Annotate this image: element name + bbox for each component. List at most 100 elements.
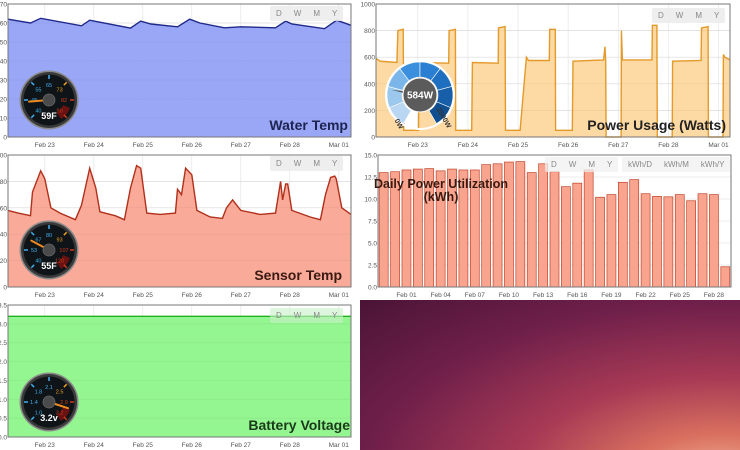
bar [663, 196, 674, 288]
y-tick-label: 60 [0, 205, 7, 212]
x-tick-label: Feb 26 [182, 142, 203, 149]
y-tick-label: 12.5 [364, 175, 377, 182]
gauge-value: 584W [407, 91, 434, 102]
gauge-tick [30, 264, 35, 269]
y-tick-label: 1000 [361, 2, 376, 9]
range-m-button[interactable]: M [313, 311, 321, 320]
range-m-button[interactable]: M [588, 160, 596, 169]
gauge-tick-label: 53 [31, 248, 37, 254]
y-tick-label: 30 [0, 78, 7, 85]
gauge-tick-label: 40 [35, 259, 41, 265]
x-tick-label: Feb 27 [231, 142, 252, 149]
bar [595, 196, 605, 288]
daily-power-title-text: Daily Power Utilization [373, 177, 509, 191]
power-usage-chart: 0 200 400 600 800 1000 Feb 23 Feb 24 Feb 25 Feb 2… [361, 2, 731, 149]
bar [515, 161, 526, 288]
y-tick-label: 3.0 [0, 321, 7, 328]
battery-voltage-title: Battery Voltage [248, 417, 350, 433]
sensor-range-buttons: D W M Y [270, 156, 344, 171]
range-d-button[interactable]: D [276, 159, 282, 168]
range-d-button[interactable]: D [658, 11, 664, 20]
gauge-tick [63, 383, 68, 388]
bar [538, 163, 548, 288]
plot-border [7, 304, 352, 438]
kwh-day-button[interactable]: kWh/D [628, 160, 652, 169]
range-y-button[interactable]: Y [714, 11, 720, 20]
power-usage-panel: 0 200 400 600 800 1000 Feb 23 Feb 24 Feb 25 Feb 2… [360, 0, 740, 150]
bar [629, 179, 640, 288]
y-tick-label: 100 [0, 153, 7, 160]
gauge-tick [30, 81, 35, 86]
gauge-redzone [57, 105, 70, 119]
gauge-tick-label: 67 [35, 237, 41, 243]
range-d-button[interactable]: D [276, 311, 282, 320]
range-w-button[interactable]: W [675, 11, 684, 20]
battery-voltage-chart: 0.0 0.5 1.0 1.5 2.0 2.5 3.0 3.5 Feb 23 Feb 24 Feb … [0, 303, 352, 449]
x-tick-label: Feb 26 [182, 292, 203, 299]
x-tick-label: Feb 25 [133, 292, 154, 299]
y-tick-label: 2.5 [368, 263, 377, 270]
gauge-tick-label: 90 [57, 109, 63, 115]
x-tick-label: Feb 19 [601, 292, 622, 299]
y-tick-label: 10.0 [364, 197, 377, 204]
gauge-tick [63, 114, 68, 119]
y-tick-label: 1.5 [0, 378, 7, 385]
plot-border [377, 154, 732, 288]
gauge-hub [42, 243, 56, 257]
x-tick-label: Feb 16 [567, 292, 588, 299]
y-tick-label: 10 [0, 116, 7, 123]
range-y-button[interactable]: Y [607, 160, 613, 169]
range-y-button[interactable]: Y [332, 159, 338, 168]
range-d-button[interactable]: D [551, 160, 557, 169]
bar [674, 194, 685, 288]
x-tick-label: Feb 28 [280, 292, 301, 299]
gauge-tick [63, 81, 68, 86]
gauge-tick-label: 65 [46, 83, 52, 89]
range-y-button[interactable]: Y [332, 9, 338, 18]
gauge-tick-label: 73 [57, 87, 63, 93]
y-tick-label: 0 [3, 135, 7, 142]
range-m-button[interactable]: M [313, 9, 321, 18]
gauge-tick-label: 80 [46, 233, 52, 239]
range-y-button[interactable]: Y [332, 311, 338, 320]
gauge-value: 59F [41, 111, 57, 121]
y-tick-label: 40 [0, 232, 7, 239]
kwh-month-button[interactable]: kWh/M [664, 160, 689, 169]
y-tick-label: 2.5 [0, 340, 7, 347]
battery-range-buttons: D W M Y [270, 308, 344, 323]
x-tick-label: Feb 28 [658, 142, 679, 149]
bar [697, 193, 708, 288]
range-d-button[interactable]: D [276, 9, 282, 18]
range-m-button[interactable]: M [313, 159, 321, 168]
range-w-button[interactable]: W [293, 9, 302, 18]
series-line [7, 17, 352, 30]
x-tick-label: Feb 25 [670, 292, 691, 299]
range-w-button[interactable]: W [568, 160, 577, 169]
bar [572, 182, 583, 288]
gauge-rim [385, 60, 455, 130]
daily-range-buttons: D W M Y [545, 157, 619, 172]
gauge-segment [428, 101, 451, 124]
gauge-tick [63, 416, 68, 421]
plot-border [375, 3, 731, 138]
series-area [8, 316, 351, 437]
gauge-tick-label: 1.0 [35, 411, 43, 417]
desktop-background [360, 300, 740, 450]
gauge-tick-label: 2.9 [60, 400, 68, 406]
y-tick-label: 15.0 [364, 153, 377, 160]
gauge-tick-label: 107 [59, 248, 68, 254]
gauge-tick [63, 264, 68, 269]
gauge-tick [30, 114, 35, 119]
range-w-button[interactable]: W [293, 311, 302, 320]
x-tick-label: Feb 25 [133, 442, 154, 449]
bar [526, 172, 537, 288]
kwh-year-button[interactable]: kWh/Y [700, 160, 725, 169]
range-m-button[interactable]: M [695, 11, 703, 20]
bar [652, 196, 662, 288]
x-tick-label: Mar 01 [329, 442, 350, 449]
bar [720, 266, 731, 288]
range-w-button[interactable]: W [293, 159, 302, 168]
y-tick-label: 1.0 [0, 397, 7, 404]
water-temp-title: Water Temp [269, 117, 348, 133]
x-tick-label: Feb 01 [396, 292, 417, 299]
